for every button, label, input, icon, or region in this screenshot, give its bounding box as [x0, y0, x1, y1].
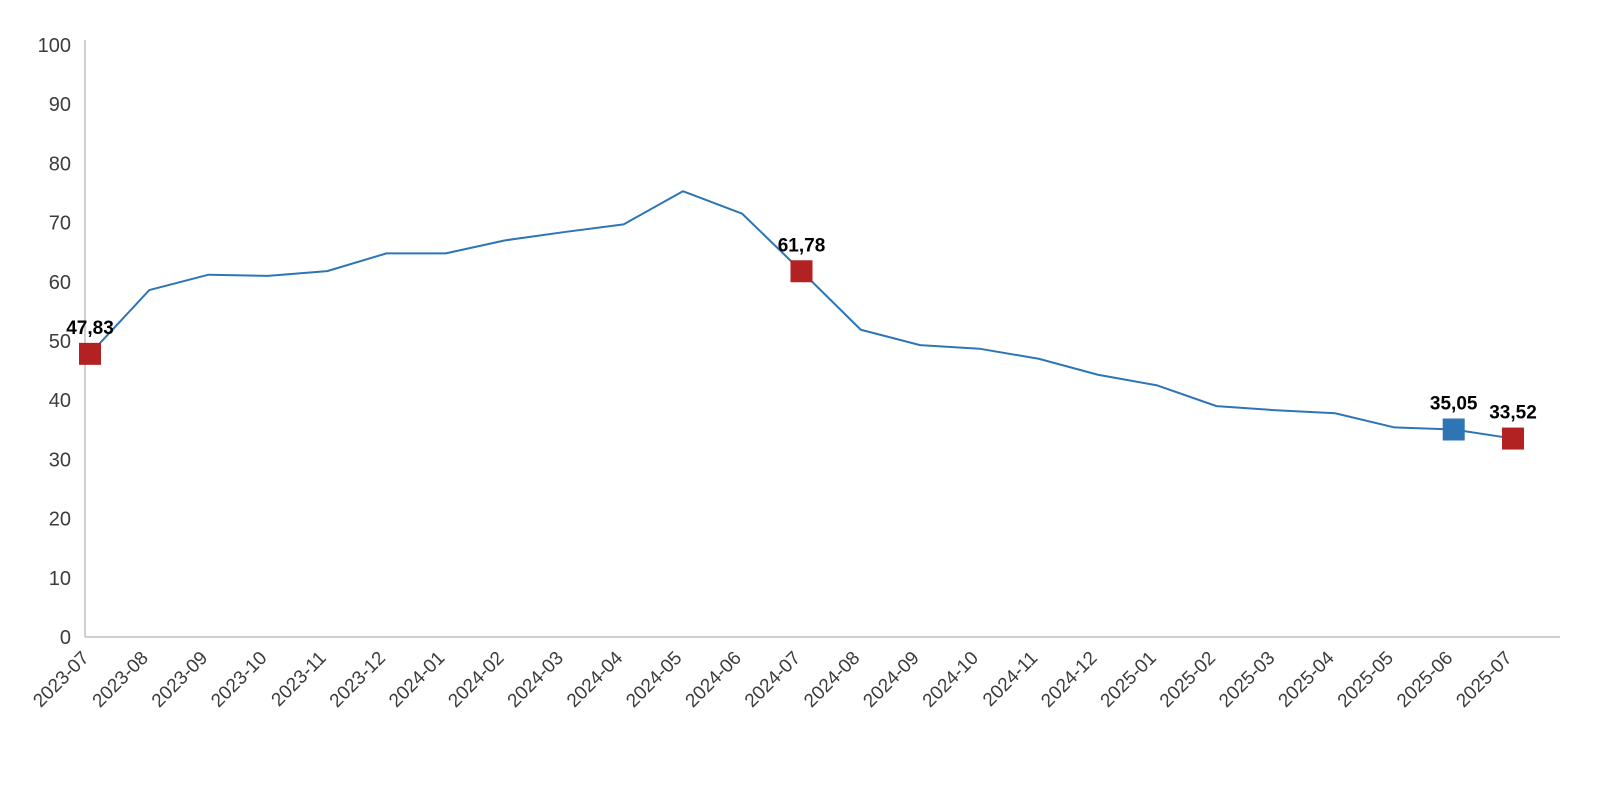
y-tick-label: 0	[60, 627, 71, 649]
y-tick-label: 80	[49, 153, 71, 175]
x-tick-label: 2025-05	[1334, 648, 1398, 712]
data-point-label: 33,52	[1489, 403, 1537, 424]
x-tick-label: 2024-07	[741, 648, 805, 712]
y-tick-label: 10	[49, 568, 71, 590]
data-point-marker	[790, 260, 813, 283]
x-tick-label: 2023-12	[326, 648, 390, 712]
y-tick-label: 60	[49, 272, 71, 294]
x-tick-label: 2025-07	[1452, 648, 1516, 712]
data-point-label: 47,83	[66, 318, 114, 339]
x-tick-label: 2025-03	[1215, 648, 1279, 712]
data-point-label: 61,78	[778, 235, 826, 256]
x-tick-label: 2024-04	[563, 647, 627, 711]
x-tick-label: 2024-08	[800, 648, 864, 712]
x-tick-label: 2024-12	[1037, 648, 1101, 712]
x-tick-label: 2024-10	[919, 648, 983, 712]
x-tick-label: 2024-02	[444, 648, 508, 712]
x-tick-label: 2025-01	[1097, 648, 1161, 712]
y-tick-label: 90	[49, 94, 71, 116]
y-tick-label: 100	[38, 35, 71, 57]
x-tick-label: 2024-01	[385, 648, 449, 712]
x-tick-label: 2024-11	[979, 648, 1042, 711]
x-tick-label: 2023-11	[268, 648, 331, 711]
y-tick-label: 30	[49, 449, 71, 471]
y-tick-label: 50	[49, 331, 71, 353]
x-tick-label: 2025-02	[1156, 648, 1220, 712]
x-tick-label: 2024-05	[622, 648, 686, 712]
x-tick-label: 2025-06	[1393, 648, 1457, 712]
x-tick-label: 2023-10	[207, 648, 271, 712]
x-tick-label: 2024-09	[859, 648, 923, 712]
x-tick-label: 2023-07	[29, 648, 93, 712]
x-tick-label: 2023-08	[89, 648, 153, 712]
x-tick-label: 2024-03	[504, 648, 568, 712]
data-point-marker	[79, 342, 101, 365]
y-tick-label: 70	[49, 213, 71, 235]
data-point-marker	[1442, 418, 1465, 441]
data-point-label: 35,05	[1430, 394, 1478, 415]
data-point-marker	[1502, 427, 1524, 450]
y-tick-label: 20	[49, 509, 71, 531]
x-tick-label: 2025-04	[1275, 647, 1339, 711]
x-tick-label: 2023-09	[148, 648, 212, 712]
data-series-line	[89, 190, 1514, 440]
y-tick-label: 40	[49, 390, 71, 412]
x-tick-label: 2024-06	[682, 648, 746, 712]
